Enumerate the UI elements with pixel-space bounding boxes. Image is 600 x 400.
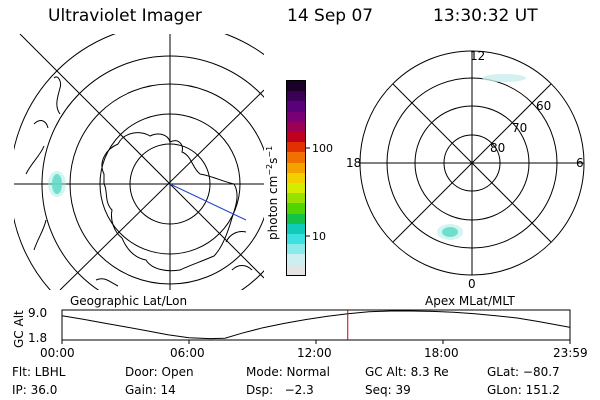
magnetic-map: 12 0 18 6 60 70 80 [346,49,585,290]
colorbar-band-0 [287,81,305,92]
colorbar-unit-label: photon cm−2s−1 [265,146,280,240]
mlat-60-label: 60 [536,99,551,113]
door-info: Door: Open [125,365,194,379]
colorbar-tick-10: 10 [312,230,326,243]
glon-info: GLon: 151.2 [487,383,560,397]
colorbar-tick-100: 100 [312,142,333,155]
mlat-70-label: 70 [512,121,527,135]
left-auroral-patch [52,174,62,194]
altitude-chart: GC Alt 9.0 1.8 [12,306,571,348]
geographic-map [14,34,264,290]
dayside-faint-patch [482,74,526,82]
mode-info: Mode: Normal [246,365,330,379]
xtick-label-4: 23:59 [553,346,588,360]
sun-direction-line [169,183,247,221]
observation-date: 14 Sep 07 [287,6,374,26]
colorbar-band-15 [287,234,305,245]
mlt-12-label: 12 [470,49,485,63]
colorbar-band-2 [287,101,305,112]
mlat-80-label: 80 [490,141,505,155]
colorbar-band-6 [287,142,305,153]
colorbar [286,80,306,276]
observation-time: 13:30:32 UT [433,6,538,26]
mlt-18-label: 18 [346,156,361,170]
colorbar-band-7 [287,152,305,163]
colorbar-band-10 [287,183,305,194]
xtick-label-2: 12:00 [297,346,332,360]
mlt-0-label: 0 [468,277,476,290]
xtick-label-3: 18:00 [424,346,459,360]
ip-info: IP: 36.0 [12,383,58,397]
colorbar-band-13 [287,213,305,224]
colorbar-band-12 [287,203,305,214]
altitude-series-line [61,310,570,340]
xtick-label-0: 00:00 [40,346,75,360]
magnetic-map-label: Apex MLat/MLT [425,294,515,308]
colorbar-band-5 [287,132,305,143]
xtick-label-1: 06:00 [170,346,205,360]
mlt-6-label: 6 [576,156,584,170]
gc-alt-info: GC Alt: 8.3 Re [365,365,449,379]
ytick-9: 9.0 [28,306,47,320]
colorbar-band-9 [287,172,305,184]
colorbar-band-18 [287,264,305,275]
colorbar-band-4 [287,121,305,133]
colorbar-band-17 [287,254,305,265]
gain-info: Gain: 14 [125,383,176,397]
chart-frame [61,309,571,341]
seq-info: Seq: 39 [365,383,411,397]
colorbar-band-11 [287,193,305,204]
colorbar-band-3 [287,111,305,122]
dsp-info: Dsp: −2.3 [246,383,314,397]
ytick-1-8: 1.8 [28,331,47,345]
colorbar-band-16 [287,244,305,255]
right-auroral-patch [442,227,458,237]
colorbar-band-8 [287,162,305,173]
colorbar-band-1 [287,91,305,102]
filter-info: Flt: LBHL [12,365,66,379]
geographic-map-label: Geographic Lat/Lon [70,294,188,308]
chart-ylabel: GC Alt [12,310,26,348]
glat-info: GLat: −80.7 [487,365,560,379]
instrument-title: Ultraviolet Imager [48,6,202,26]
colorbar-axis: 100 10 photon cm−2s−1 [265,142,333,243]
colorbar-band-14 [287,223,305,235]
